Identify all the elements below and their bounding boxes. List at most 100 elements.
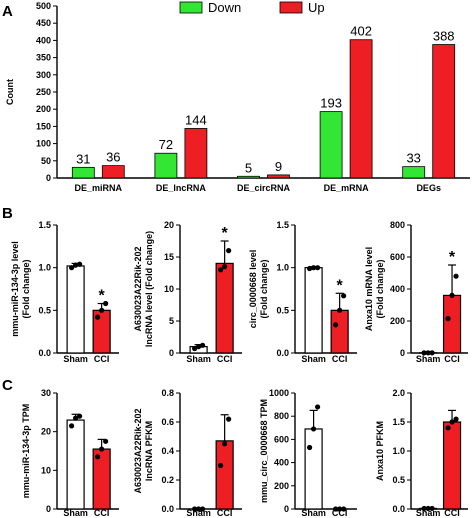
panel-c1-y-tick-label: 10 [41, 465, 51, 475]
panel-b2-y-axis-label: A630023A22Rik-202 [133, 246, 143, 331]
panel-b1-data-point [69, 265, 75, 271]
panel-b4-category-label: Sham [416, 354, 441, 364]
panel-c1-category-label: CCI [94, 508, 110, 518]
panel-c1-data-point [73, 415, 79, 421]
panel-c2-data-point [192, 506, 198, 512]
panel-b3-data-point [333, 322, 339, 328]
panel-a-bar [319, 111, 343, 179]
panel-b2-y-tick-label: 20 [164, 220, 174, 230]
panel-letter-a: A [2, 3, 13, 20]
panel-c3-y-axis-label: mmu_circ_0000668 TPM [259, 399, 269, 503]
panel-a-y-tick-label: 250 [36, 87, 51, 97]
panel-b3-y-tick-label: 1.0 [276, 263, 289, 273]
panel-b1-y-tick-label: 0.0 [38, 348, 51, 358]
panel-c1-y-axis-label: mmu-miR-134-3p TPM [21, 404, 31, 499]
panel-a-data-label: 9 [275, 159, 282, 174]
panel-b3-category-label: Sham [301, 354, 326, 364]
panel-a-data-label: 388 [433, 29, 455, 44]
panel-a-y-tick-label: 350 [36, 53, 51, 63]
panel-b1-chart: 0.0 0.5 1.0 1.5 mmu-miR-134-3p level (Fold ch… [10, 220, 119, 364]
panel-c3-y-tick-label: 1000 [269, 388, 289, 398]
panel-c2-data-point [218, 462, 224, 469]
panel-letter-b: B [2, 205, 13, 222]
panel-b4-y-tick-label: 0 [400, 348, 405, 358]
panel-c3-y-tick-label: 0 [284, 504, 289, 514]
panel-b4-significance-star: * [449, 249, 456, 266]
legend-label: Down [208, 0, 241, 15]
panel-c4-y-axis-label: Anxa10 PFKM [375, 421, 385, 481]
panel-b4-y-axis-label: (Fold change) [375, 260, 385, 319]
panel-a-data-label: 72 [159, 137, 173, 152]
panel-a-y-tick-label: 150 [36, 121, 51, 131]
panel-b1-category-label: Sham [63, 354, 88, 364]
panel-b4-bar [442, 294, 462, 354]
panel-c3-y-tick-label: 200 [274, 481, 289, 491]
panel-b2-data-point [196, 344, 202, 350]
panel-c2-y-tick-label: 0.6 [161, 417, 174, 427]
panel-c4-category-label: CCI [444, 508, 460, 518]
panel-a-category-label: DEGs [416, 183, 441, 193]
panel-c1-data-point [103, 438, 109, 444]
panel-c4-y-tick-label: 0.0 [392, 504, 405, 514]
panel-c2-category-label: Sham [186, 508, 211, 518]
panel-b1-significance-star: * [99, 288, 106, 305]
panel-a-bar [402, 166, 426, 179]
panel-b4-y-tick-label: 800 [390, 220, 405, 230]
panel-c4-bar [442, 421, 462, 510]
panel-b4-data-point [449, 292, 455, 298]
panel-a-data-label: 144 [185, 112, 207, 127]
panel-c3-category-label: CCI [332, 508, 348, 518]
panel-b3-y-tick-label: 0.5 [276, 305, 289, 315]
panel-b3-significance-star: * [337, 277, 344, 294]
panel-b1-data-point [77, 261, 83, 267]
panel-b2-data-point [222, 264, 228, 270]
panel-c2-bar [215, 440, 234, 510]
panel-c1-data-point [95, 454, 101, 460]
panel-c4-chart: 0.0 0.5 1.0 1.5 2.0 Anxa10 PFKM Sham CCI [375, 388, 468, 518]
panel-c1-y-tick-label: 30 [41, 388, 51, 398]
panel-b4-y-tick-label: 400 [390, 284, 405, 294]
panel-b3-chart: 0.0 0.5 1.0 1.5 circ_0000668 level (Fold chan… [248, 220, 357, 364]
panel-b2-data-point [226, 248, 232, 254]
panel-c3-bar [304, 428, 323, 510]
panel-c3-data-point [341, 506, 347, 512]
panel-c2-data-point [196, 506, 202, 512]
panel-a-category-label: DE_lncRNA [156, 183, 207, 193]
panel-b4-data-point [445, 316, 451, 322]
panel-c2-y-tick-label: 0.8 [161, 388, 174, 398]
panel-a-bar [154, 152, 178, 179]
panel-b4-y-axis-label: Anxa10 mRNA level [364, 247, 374, 331]
panel-c2-data-point [200, 506, 206, 512]
panel-b2-data-point [192, 345, 198, 352]
panel-b1-bar [66, 265, 85, 354]
legend-label: Up [308, 0, 325, 15]
panel-b1-data-point [103, 300, 109, 307]
panel-b1-data-point [99, 307, 105, 313]
panel-c1-chart: 0 10 20 30 mmu-miR-134-3p TPM Sham CCI [21, 388, 119, 518]
panel-c3-y-tick-label: 400 [274, 458, 289, 468]
panel-a-bar [237, 175, 260, 179]
legend-swatch [279, 1, 303, 14]
panel-b4-data-point [453, 273, 459, 279]
panel-a-y-tick-label: 200 [36, 104, 51, 114]
panel-c3-y-tick-label: 800 [274, 411, 289, 421]
panel-b3-y-tick-label: 0.0 [276, 348, 289, 358]
panel-c1-bar [66, 419, 85, 510]
panel-a-y-tick-label: 450 [36, 18, 51, 28]
panel-a-bar [71, 166, 95, 179]
charts-layer: 050100150200250300350400450500CountDE_mi… [5, 0, 470, 518]
panel-c3-data-point [307, 444, 313, 451]
panel-a-category-label: DE_miRNA [75, 183, 123, 193]
panel-b2-data-point [200, 342, 206, 348]
panel-b3-data-point [337, 307, 343, 313]
panel-c3-category-label: Sham [301, 508, 326, 518]
panel-b2-y-axis-label: lncRNA level (Fold change) [144, 231, 154, 347]
panel-c4-data-point [429, 505, 435, 512]
panel-b4-chart: 0 200 400 600 800 Anxa10 mRNA level (Fold chan… [364, 220, 468, 364]
panel-a-data-label: 33 [406, 151, 420, 166]
panel-a-y-tick-label: 100 [36, 139, 51, 149]
panel-a-data-label: 5 [245, 160, 252, 175]
panel-c2-category-label: CCI [217, 508, 233, 518]
panel-b3-data-point [315, 265, 321, 271]
panel-c1-data-point [77, 413, 83, 419]
